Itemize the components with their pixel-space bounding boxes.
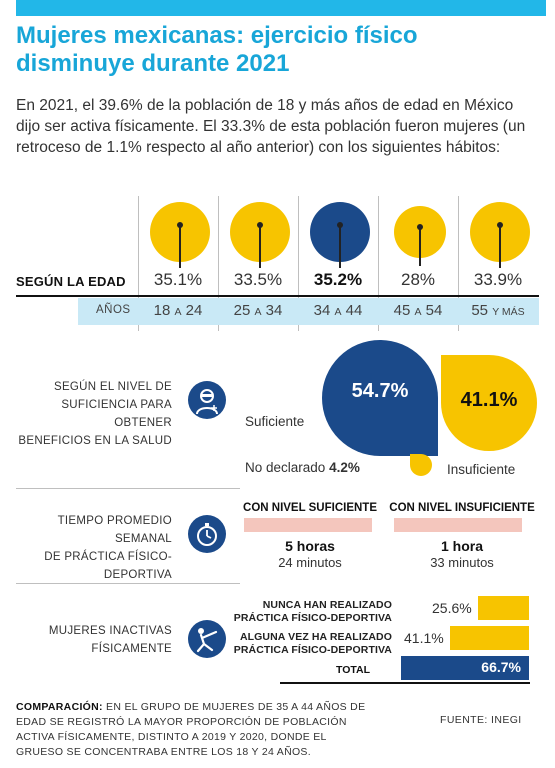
sufficiency-label: SEGÚN EL NIVEL DE SUFICIENCIA PARA OBTEN… (18, 381, 172, 447)
intro-paragraph: En 2021, el 39.6% de la población de 18 … (16, 97, 526, 156)
section-divider (16, 583, 240, 584)
insufficient-time-sub: 33 minutos (430, 555, 494, 570)
inactive-label: MUJERES INACTIVAS FÍSICAMENTE (48, 625, 172, 655)
sufficient-time-main: 5 horas (285, 538, 335, 554)
grid-divider (218, 196, 219, 331)
age-circle-2 (230, 202, 294, 268)
insufficient-blob: 41.1% (441, 355, 537, 451)
comparison-note: COMPARACIÓN: EN EL GRUPO DE MUJERES DE 3… (16, 700, 376, 760)
total-value: 66.7% (481, 659, 521, 675)
insufficient-time-bar (394, 518, 522, 532)
undeclared-blob (410, 454, 432, 476)
total-bar: 66.7% (401, 656, 529, 680)
total-rule (280, 682, 530, 684)
age-circle-5 (470, 202, 534, 268)
undeclared-label: No declarado (245, 460, 326, 475)
page-title: Mujeres mexicanas: ejercicio físico dism… (16, 22, 536, 78)
insufficient-time-title: CON NIVEL INSUFICIENTE (389, 502, 535, 514)
never-practiced-value: 25.6% (432, 600, 472, 616)
sufficient-blob: 54.7% (322, 340, 438, 456)
undeclared-row: No declarado 4.2% (245, 460, 360, 475)
undeclared-value: 4.2% (329, 460, 360, 475)
pin-marker-icon (230, 202, 290, 268)
sufficient-time-sub: 24 minutos (278, 555, 342, 570)
insufficient-time-main: 1 hora (440, 538, 483, 554)
title-line-1: Mujeres mexicanas: ejercicio físico (16, 22, 418, 49)
grid-divider (138, 196, 139, 331)
comparison-label: COMPARACIÓN: (16, 701, 103, 713)
age-circle-1 (150, 202, 214, 268)
age-label: SEGÚN LA EDAD (16, 274, 126, 289)
sufficient-value: 54.7% (351, 380, 409, 402)
sometime-practiced-bar (450, 626, 529, 650)
age-pct-4: 28% (400, 270, 436, 289)
sufficient-time-bar (244, 518, 372, 532)
age-pct-3: 35.2% (313, 270, 363, 289)
stopwatch-icon (188, 515, 226, 553)
grid-divider (458, 196, 459, 331)
pin-marker-icon (394, 206, 446, 266)
comparison-text: EN EL GRUPO DE MUJERES DE 35 A 44 AÑOS D… (16, 701, 366, 758)
never-practiced-label: NUNCA HAN REALIZADO PRÁCTICA FÍSICO-DEPO… (233, 599, 392, 624)
age-row-rule (16, 295, 539, 297)
pin-marker-icon (310, 202, 370, 268)
age-grid: SEGÚN LA EDAD 35.1% 33.5% 35.2% 28% 33.9… (16, 196, 539, 335)
age-circle-3 (310, 202, 374, 268)
source-credit: FUENTE: INEGI (440, 714, 522, 726)
pin-marker-icon (470, 202, 530, 268)
sometime-practiced-label: ALGUNA VEZ HA REALIZADO PRÁCTICA FÍSICO-… (233, 631, 392, 656)
age-pct-5: 33.9% (473, 270, 523, 289)
never-practiced-bar (478, 596, 529, 620)
doctor-icon (188, 381, 226, 419)
years-range-3: 34 A 44 (313, 302, 363, 319)
age-pct-1: 35.1% (153, 270, 203, 289)
section-divider (16, 488, 240, 489)
insufficient-label: Insuficiente (447, 462, 516, 477)
stretching-person-icon (188, 620, 226, 658)
years-range-2: 25 A 34 (233, 302, 283, 319)
top-accent-bar (16, 0, 546, 16)
title-line-2: disminuye durante 2021 (16, 50, 290, 77)
age-pct-2: 33.5% (233, 270, 283, 289)
age-circle-4 (394, 206, 458, 270)
years-range-1: 18 A 24 (153, 302, 203, 319)
years-band (78, 298, 539, 325)
sufficient-label: Suficiente (245, 414, 305, 429)
years-range-5: 55 Y MÁS (471, 302, 525, 319)
total-label: TOTAL (336, 664, 371, 676)
insufficient-value: 41.1% (460, 389, 518, 411)
pin-marker-icon (150, 202, 210, 268)
grid-divider (378, 196, 379, 331)
grid-divider (298, 196, 299, 331)
years-label: AÑOS (96, 304, 131, 316)
sufficient-time-title: CON NIVEL SUFICIENTE (243, 502, 377, 514)
weekly-time-label: TIEMPO PROMEDIO SEMANAL DE PRÁCTICA FÍSI… (44, 515, 172, 581)
sometime-practiced-value: 41.1% (404, 630, 444, 646)
years-range-4: 45 A 54 (393, 302, 443, 319)
